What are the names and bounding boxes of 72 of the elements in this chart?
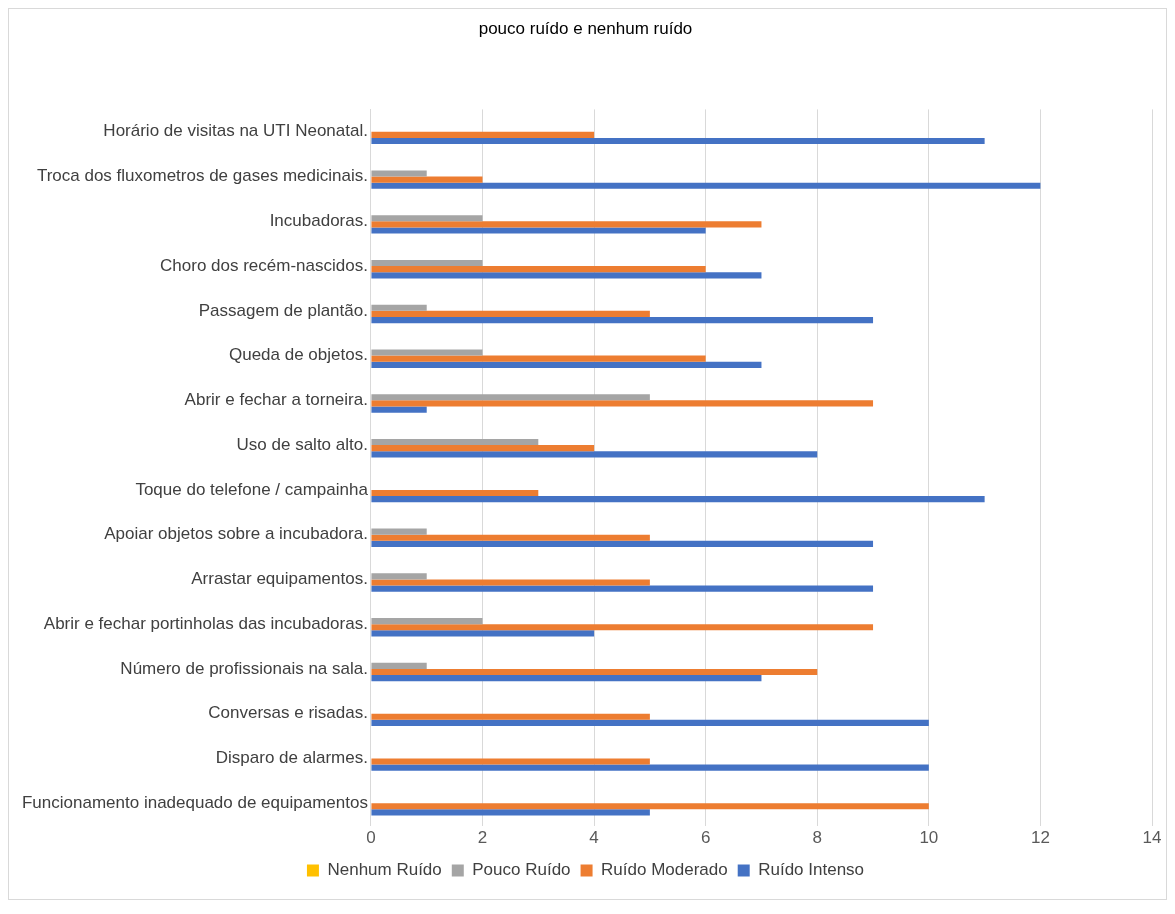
y-tick-label: Conversas e risadas. <box>208 703 368 723</box>
bar <box>371 310 650 317</box>
x-tick-label: 4 <box>589 828 599 848</box>
bar <box>371 758 650 765</box>
x-tick-label: 6 <box>700 828 711 848</box>
bar <box>371 764 929 771</box>
bar <box>371 624 874 631</box>
y-tick-label: Horário de visitas na UTI Neonatal. <box>103 121 368 141</box>
bar <box>371 266 706 273</box>
bar <box>371 668 818 676</box>
bar <box>371 259 483 267</box>
y-tick-label: Incubadoras. <box>269 210 368 230</box>
x-tick-label: 12 <box>1030 828 1050 848</box>
bar <box>371 451 818 458</box>
bar <box>371 355 706 362</box>
bar <box>371 662 427 669</box>
y-tick-label: Choro dos recém-nascidos. <box>160 255 368 275</box>
legend-label: Ruído Intenso <box>758 860 865 880</box>
x-tick-label: 0 <box>366 828 376 848</box>
bar <box>371 445 595 452</box>
legend-label: Nenhum Ruído <box>327 860 442 880</box>
bar <box>371 170 427 177</box>
bar <box>371 579 650 586</box>
chart-title: pouco ruído e nenhum ruído <box>478 18 693 38</box>
bar <box>371 630 595 637</box>
bar <box>371 361 762 368</box>
bar <box>371 496 985 503</box>
bar <box>371 618 483 625</box>
bar <box>371 176 483 183</box>
bar <box>371 304 427 311</box>
bar <box>371 585 874 592</box>
bar <box>371 131 595 138</box>
bar <box>371 534 650 541</box>
bar <box>371 489 539 497</box>
y-tick-label: Funcionamento inadequado de equipamentos <box>21 792 368 812</box>
legend-label: Pouco Ruído <box>472 860 571 880</box>
x-tick-label: 8 <box>812 828 822 848</box>
bar <box>371 137 985 145</box>
y-tick-label: Abrir e fechar a torneira. <box>184 390 368 410</box>
y-tick-label: Abrir e fechar portinholas das incubadoras. <box>43 613 368 633</box>
bar <box>371 349 483 356</box>
y-tick-label: Arrastar equipamentos. <box>191 569 368 589</box>
bar <box>371 719 929 726</box>
x-tick-label: 2 <box>477 828 488 848</box>
y-tick-label: Troca dos fluxometros de gases medicinais. <box>36 166 368 186</box>
bar <box>371 227 706 234</box>
bar <box>371 528 427 535</box>
x-tick-label: 10 <box>919 828 939 848</box>
bar <box>371 394 650 401</box>
y-tick-label: Disparo de alarmes. <box>215 748 368 768</box>
bar <box>371 316 874 324</box>
bar <box>371 573 427 580</box>
bar <box>371 215 483 222</box>
y-tick-label: Apoiar objetos sobre a incubadora. <box>104 524 368 544</box>
bar <box>371 675 762 682</box>
bar <box>371 540 874 547</box>
y-tick-label: Passagem de plantão. <box>198 300 368 320</box>
bar <box>371 221 762 228</box>
bar <box>371 406 427 413</box>
y-tick-label: Queda de objetos. <box>228 345 368 365</box>
bar <box>371 438 539 446</box>
x-tick-label: 14 <box>1142 828 1162 848</box>
y-tick-label: Toque do telefone / campainha <box>135 479 369 499</box>
bar <box>371 713 650 720</box>
legend-label: Ruído Moderado <box>601 860 728 880</box>
bar <box>371 803 929 810</box>
y-tick-label: Uso de salto alto. <box>236 434 368 454</box>
bar <box>371 809 650 816</box>
bar <box>371 182 1041 189</box>
y-tick-label: Número de profissionais na sala. <box>120 658 368 678</box>
bar <box>371 400 874 407</box>
bar <box>371 272 762 279</box>
